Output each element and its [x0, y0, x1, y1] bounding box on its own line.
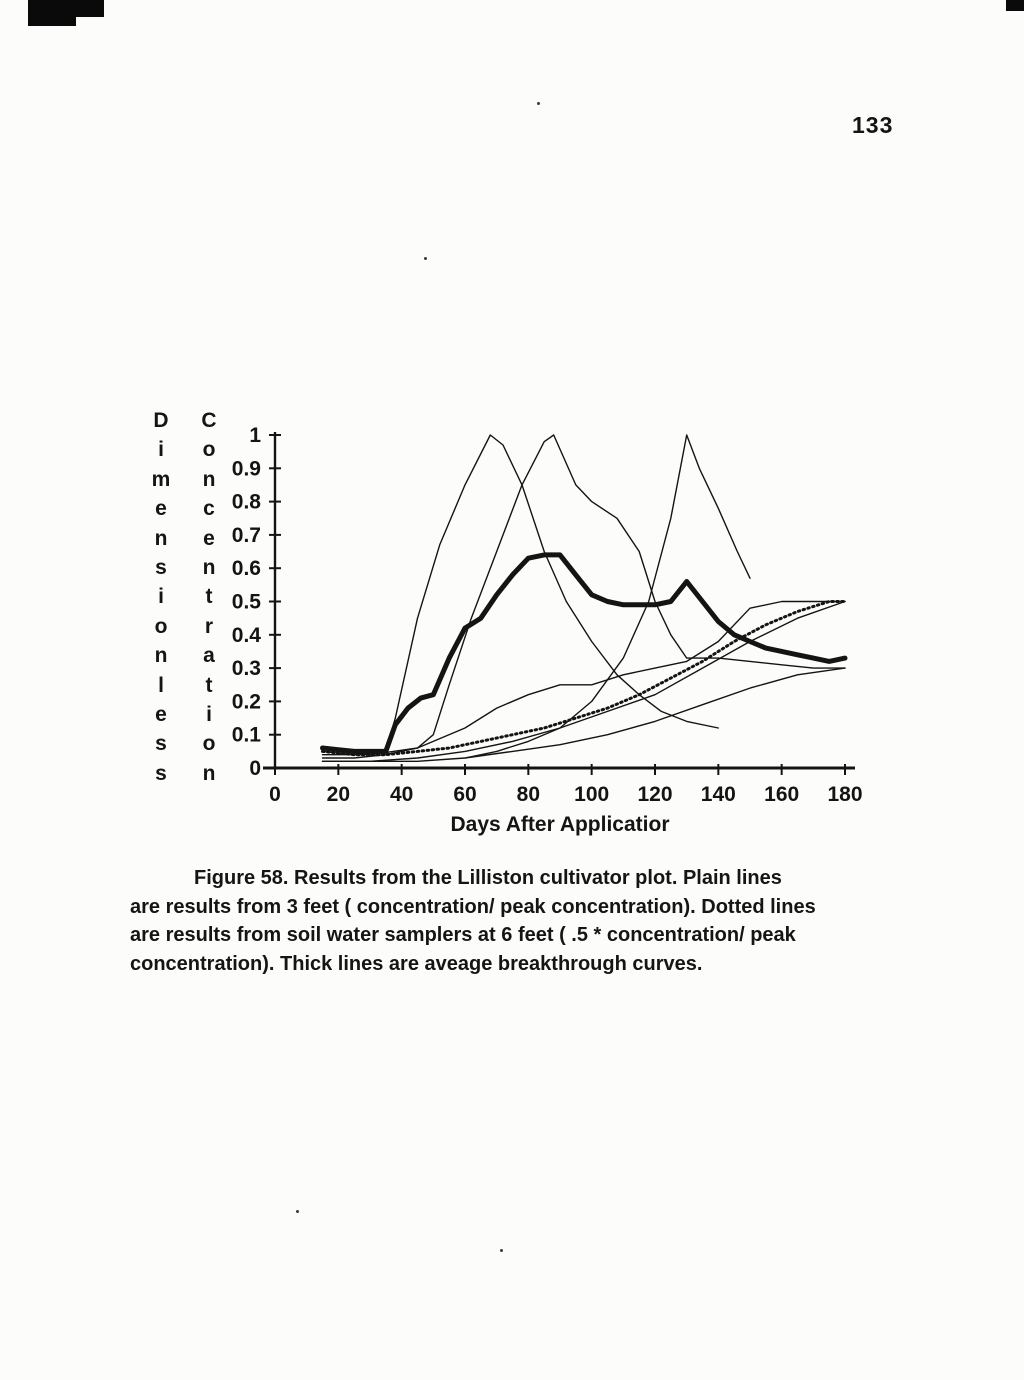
caption-line: are results from 3 feet ( concentration/…	[130, 895, 816, 918]
y-axis-letter: e	[155, 703, 167, 727]
y-axis-letter: n	[202, 556, 216, 580]
scan-speck	[537, 102, 540, 105]
y-tick-label: 0	[249, 757, 261, 780]
series-dotted-6ft	[321, 600, 847, 757]
x-tick-label: 0	[269, 783, 281, 806]
y-tick-label: 0.2	[232, 690, 261, 713]
y-axis-letter: e	[203, 526, 215, 550]
chart-canvas: 0 0.1 0.2 0.3 0.4 0.5 0.6 0.7 0.8 0.9 1 0 20 40 60 80 10…	[232, 424, 863, 806]
y-axis-letter: s	[155, 732, 167, 756]
x-tick-label: 180	[827, 783, 862, 806]
y-axis-letter: n	[202, 467, 216, 491]
y-tick-label: 0.3	[232, 657, 261, 680]
y-axis-letter: r	[204, 614, 214, 638]
y-tick-label: 0.5	[232, 591, 262, 614]
scan-speck	[500, 1249, 503, 1252]
y-axis-letter: t	[205, 673, 213, 697]
scan-speck	[424, 257, 427, 260]
caption-line: Figure 58. Results from the Lilliston cu…	[194, 867, 782, 889]
y-axis-letter: c	[203, 497, 215, 521]
series-plain-hump-rise	[321, 600, 846, 756]
y-axis-letter: n	[154, 526, 168, 550]
y-axis-letter: o	[154, 614, 168, 638]
y-axis-letter: i	[158, 438, 164, 462]
scan-artifact	[74, 0, 104, 17]
x-axis-label: Days After Applicatior	[450, 813, 670, 836]
x-tick-label: 160	[764, 783, 799, 806]
y-axis-letter: n	[154, 644, 168, 668]
figure-caption: Figure 58. Results from the Lilliston cu…	[130, 864, 905, 978]
x-tick-label: 20	[327, 783, 350, 806]
y-axis-letter: s	[155, 556, 167, 580]
y-axis-letter: i	[158, 585, 164, 609]
y-axis-letter: t	[205, 585, 213, 609]
y-tick-label: 0.7	[232, 524, 261, 547]
y-axis-letter: i	[206, 703, 212, 727]
series-plain-peak-88	[321, 434, 846, 759]
x-tick-label: 120	[637, 783, 672, 806]
y-tick-label: 0.1	[232, 724, 262, 747]
x-tick-label: 80	[517, 783, 540, 806]
y-axis-letter: m	[151, 467, 171, 491]
page-number: 133	[852, 112, 894, 138]
x-tick-label: 100	[574, 783, 609, 806]
y-tick-label: 0.6	[232, 557, 261, 580]
series-plain-slow-rise-low	[321, 667, 846, 762]
series-plain-slow-rise-high	[321, 600, 846, 762]
y-axis-letter: o	[202, 438, 216, 462]
scan-speck	[296, 1210, 299, 1213]
series-plain-peak-130	[464, 434, 751, 759]
figure-chart: 0 0.1 0.2 0.3 0.4 0.5 0.6 0.7 0.8 0.9 1 0 20 40 60 80 10…	[120, 400, 900, 850]
y-axis-letter: D	[153, 409, 169, 432]
y-tick-label: 0.4	[232, 624, 262, 647]
caption-line: are results from soil water samplers at …	[130, 924, 796, 946]
y-axis-letter: o	[202, 732, 216, 756]
y-tick-label: 0.9	[232, 457, 261, 480]
y-tick-label: 0.8	[232, 491, 262, 514]
x-tick-label: 40	[390, 783, 413, 806]
y-axis-letter: n	[202, 761, 216, 785]
scan-artifact	[1006, 0, 1024, 11]
y-axis-letter: s	[155, 761, 167, 785]
y-tick-label: 1	[249, 424, 261, 447]
series-plain-peak-70	[321, 434, 719, 756]
x-tick-label: 60	[453, 783, 476, 806]
scan-artifact	[28, 0, 76, 26]
y-axis-letter: a	[203, 644, 215, 668]
y-axis-letter: l	[158, 673, 164, 697]
caption-line: concentration). Thick lines are aveage b…	[130, 952, 703, 975]
x-tick-label: 140	[701, 783, 736, 806]
y-axis-letter: e	[155, 497, 167, 521]
y-axis-letter: C	[201, 409, 217, 432]
series-average-breakthrough	[320, 552, 848, 754]
